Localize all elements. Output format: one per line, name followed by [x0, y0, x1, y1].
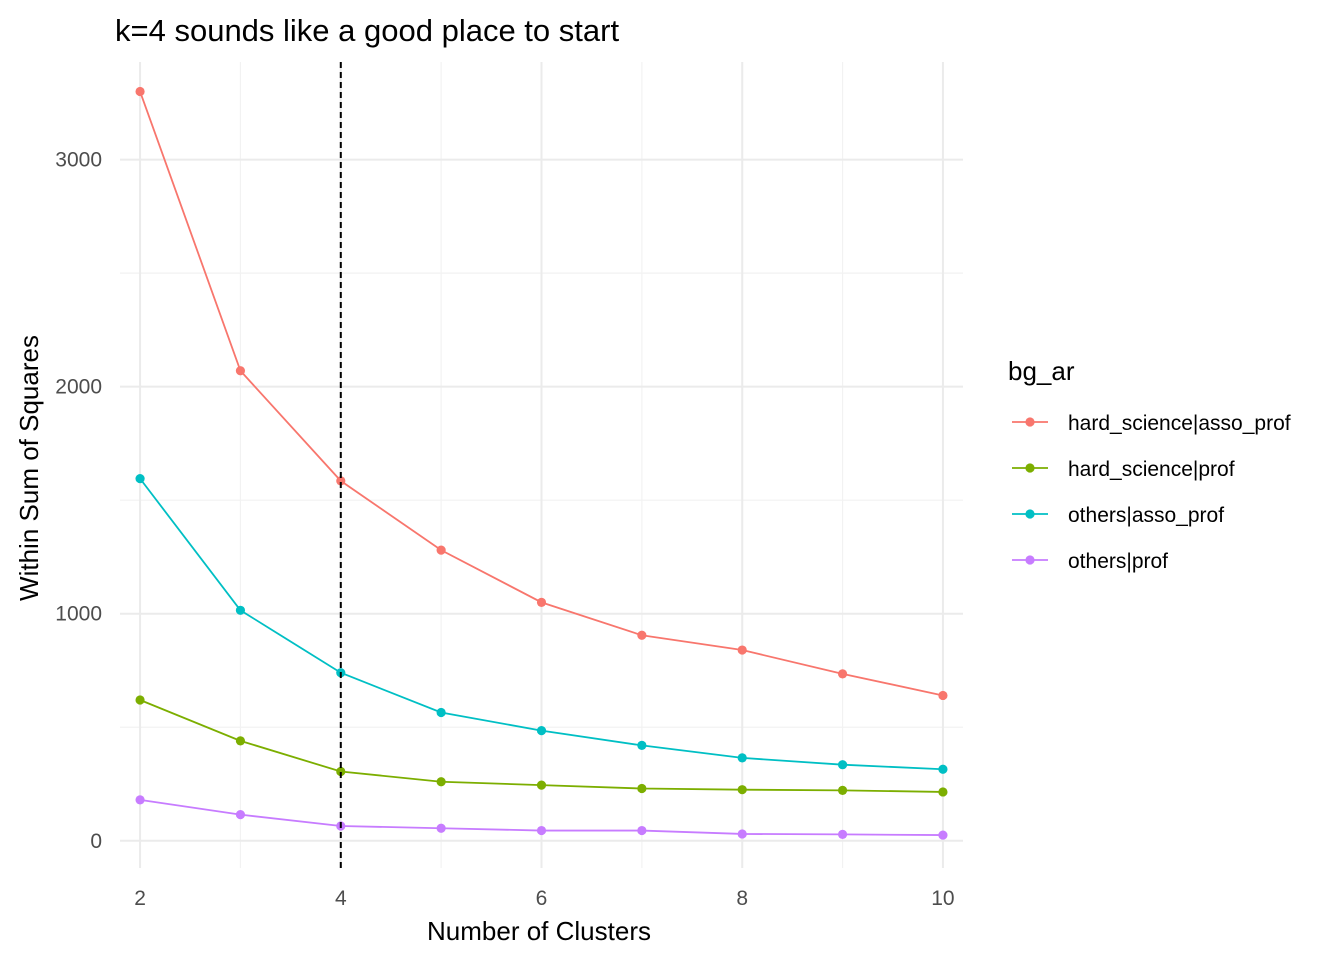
legend-label: hard_science|prof: [1068, 458, 1235, 481]
data-point: [436, 823, 446, 833]
x-tick-label: 2: [134, 887, 146, 910]
data-point: [536, 726, 547, 736]
data-point: [637, 740, 647, 750]
y-tick-label: 1000: [55, 603, 102, 626]
data-point: [235, 810, 246, 820]
legend-label: others|prof: [1068, 550, 1168, 573]
x-axis: 2 4 6 8 10: [134, 887, 954, 910]
data-point: [837, 829, 848, 839]
data-point: [235, 736, 246, 746]
data-point: [837, 785, 848, 795]
x-axis-title: Number of Clusters: [427, 916, 651, 946]
legend-key-point: [1025, 463, 1035, 473]
data-point: [135, 695, 145, 705]
data-point: [938, 690, 948, 701]
legend-label: hard_science|asso_prof: [1068, 412, 1291, 435]
data-point: [536, 597, 547, 607]
data-point: [436, 777, 446, 787]
data-point: [938, 830, 948, 840]
y-tick-label: 3000: [55, 149, 102, 172]
data-point: [737, 645, 747, 655]
data-point: [135, 474, 145, 484]
data-point: [336, 476, 346, 486]
legend-title: bg_ar: [1008, 356, 1075, 386]
data-point: [235, 366, 246, 376]
data-point: [536, 825, 547, 836]
x-tick-label: 8: [736, 887, 748, 910]
y-tick-label: 2000: [55, 376, 102, 399]
x-tick-label: 4: [335, 887, 347, 910]
legend-key-point: [1025, 509, 1035, 519]
data-point: [536, 780, 547, 790]
x-tick-label: 10: [931, 887, 954, 910]
data-point: [938, 764, 948, 774]
y-tick-label: 0: [90, 830, 102, 853]
y-axis-title: Within Sum of Squares: [14, 335, 44, 601]
data-point: [737, 829, 747, 839]
data-point: [637, 783, 647, 794]
x-tick-label: 6: [536, 887, 548, 910]
data-point: [135, 795, 145, 805]
data-point: [737, 753, 747, 763]
plot-panel: [120, 62, 963, 868]
legend: bg_ar hard_science|asso_prof hard_science…: [1008, 356, 1291, 573]
data-point: [938, 787, 948, 797]
data-point: [837, 760, 848, 770]
data-point: [235, 605, 246, 615]
data-point: [436, 545, 446, 555]
data-point: [737, 785, 747, 795]
data-point: [135, 86, 145, 97]
y-axis: 0 1000 2000 3000: [55, 149, 102, 853]
data-point: [436, 707, 446, 718]
legend-key-point: [1025, 555, 1035, 565]
data-point: [837, 669, 848, 679]
data-point: [336, 766, 346, 777]
legend-key-point: [1025, 417, 1035, 427]
legend-label: others|asso_prof: [1068, 504, 1224, 527]
data-point: [637, 825, 647, 836]
data-point: [637, 630, 647, 640]
chart-title: k=4 sounds like a good place to start: [115, 13, 619, 48]
